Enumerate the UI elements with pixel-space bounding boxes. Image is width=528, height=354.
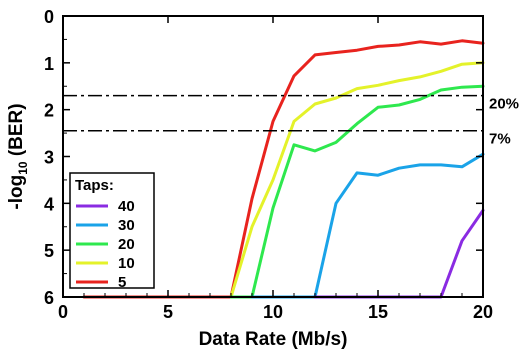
series-line-10 bbox=[229, 61, 485, 299]
legend-label-10: 10 bbox=[118, 255, 135, 272]
legend-label-40: 40 bbox=[118, 198, 135, 215]
x-tick-label: 0 bbox=[58, 302, 68, 322]
series-line-20 bbox=[229, 84, 485, 299]
y-tick-label: 0 bbox=[44, 7, 54, 27]
x-tick-label: 20 bbox=[473, 302, 493, 322]
threshold-layer: 20% 7% bbox=[63, 94, 519, 148]
x-tick-label: 10 bbox=[263, 302, 283, 322]
y-tick-label: 5 bbox=[44, 241, 54, 261]
ticks-layer: 0 5 10 15 20 0 1 2 3 4 5 6 bbox=[44, 7, 493, 322]
threshold-label-0: 20% bbox=[489, 96, 519, 113]
y-tick-label: 6 bbox=[44, 288, 54, 308]
legend-label-20: 20 bbox=[118, 236, 135, 253]
threshold-label-1: 7% bbox=[489, 131, 511, 148]
series-line-40 bbox=[313, 208, 485, 299]
y-tick-label: 1 bbox=[44, 54, 54, 74]
y-tick-label: 2 bbox=[44, 101, 54, 121]
y-tick-label: 3 bbox=[44, 148, 54, 168]
y-axis-label: -log10 (BER) bbox=[6, 103, 30, 209]
series-line-5 bbox=[82, 39, 485, 299]
legend: Taps:40 30 20 10 5 bbox=[69, 172, 155, 291]
y-axis-label-main: -log bbox=[6, 175, 27, 210]
x-tick-label: 15 bbox=[368, 302, 388, 322]
legend-label-5: 5 bbox=[118, 274, 126, 291]
y-axis-label-tail: (BER) bbox=[6, 103, 27, 161]
legend-title: Taps: bbox=[75, 177, 114, 194]
legend-box bbox=[69, 172, 155, 289]
y-axis-label-sub: 10 bbox=[16, 161, 30, 175]
x-axis-label: Data Rate (Mb/s) bbox=[199, 329, 348, 350]
y-tick-label: 4 bbox=[44, 194, 54, 214]
legend-label-30: 30 bbox=[118, 217, 135, 234]
x-tick-label: 5 bbox=[163, 302, 173, 322]
